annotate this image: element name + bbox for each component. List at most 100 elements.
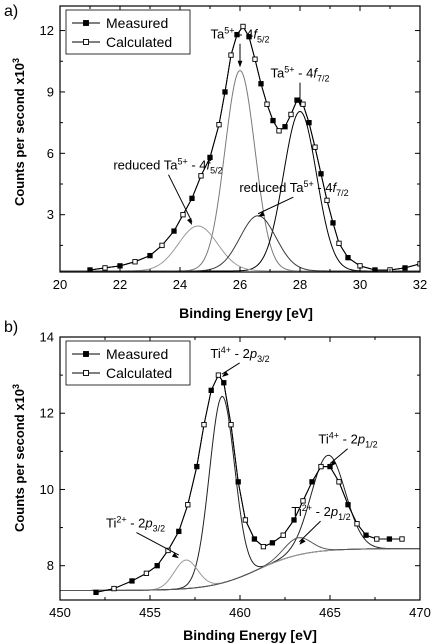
panel-a-plot: 20 22 24 26 28 30 32 3 6 9 12 Measured Calculated Ta5… xyxy=(40,5,427,292)
panel-a-measured-point xyxy=(306,119,312,126)
panel-b-annotation-arrowhead xyxy=(330,460,337,467)
panel-b-calculated-point xyxy=(111,585,117,592)
panel-a-annotation-arrowhead xyxy=(258,211,265,217)
panel-a: a) 20 22 24 26 28 30 32 3 6 9 12 Measured Calculated… xyxy=(4,3,427,321)
panel-b-calculated-point xyxy=(260,543,267,550)
panel-b-y-tick-label: 8 xyxy=(47,558,54,573)
panel-a-legend-marker xyxy=(83,20,89,26)
svg-text:reduced Ta5+ - 4f5/2: reduced Ta5+ - 4f5/2 xyxy=(113,157,222,176)
panel-b-y-tick-label: 12 xyxy=(40,406,54,421)
panel-b-annotation-arrow xyxy=(221,362,240,375)
panel-b-peak-annotation: Ti2+ - 2p1/2 xyxy=(291,503,351,545)
panel-a-calculated-point xyxy=(159,242,165,249)
svg-text:Ta5+ - 4f5/2: Ta5+ - 4f5/2 xyxy=(211,26,270,45)
panel-b-calculated-point xyxy=(354,521,360,527)
panel-a-calculated-point xyxy=(288,111,294,118)
panel-b-peak-annotation: Ti2+ - 2p3/2 xyxy=(106,515,180,559)
panel-b-annotation-arrowhead xyxy=(299,538,306,545)
panel-a-peak-annotation: reduced Ta5+ - 4f7/2 xyxy=(239,179,349,217)
panel-a-legend-box xyxy=(65,9,191,55)
panel-b-y-tick-label: 14 xyxy=(40,330,54,345)
svg-text:Ti2+ - 2p3/2: Ti2+ - 2p3/2 xyxy=(106,515,165,534)
panel-b-calculated-point xyxy=(318,463,324,470)
panel-b-label: b) xyxy=(4,319,18,336)
panel-b-legend: Measured Calculated xyxy=(65,340,191,386)
panel-a-measured-point xyxy=(246,34,252,40)
panel-b-x-tick-label: 460 xyxy=(229,605,251,620)
panel-a-xlabel: Binding Energy [eV] xyxy=(179,305,313,321)
panel-b-measured-point xyxy=(93,589,99,596)
panel-b-xlabel: Binding Energy [eV] xyxy=(183,627,317,643)
panel-b-plot-area xyxy=(60,372,420,596)
panel-b-background-curve xyxy=(60,548,420,591)
panel-b-calculated-point xyxy=(374,536,380,542)
panel-b-y-tick-label: 10 xyxy=(40,482,54,497)
panel-b-ylabel-sup: 3 xyxy=(11,384,21,389)
panel-a-measured-point xyxy=(147,252,153,259)
panel-a-fit-component-4 xyxy=(60,215,420,272)
panel-b-measured-point xyxy=(221,380,227,386)
panel-b-measured-point xyxy=(194,463,200,470)
panel-a-annotation-arrow xyxy=(257,196,294,215)
panel-b-calculated-point xyxy=(300,498,306,504)
panel-b-measured-point xyxy=(176,528,182,535)
panel-b-x-tick-label: 465 xyxy=(319,605,341,620)
panel-a-measured-point xyxy=(207,154,213,161)
panel-a-calculated-point xyxy=(216,122,222,128)
panel-a-measured-point xyxy=(234,31,240,38)
panel-b-measured-point xyxy=(386,536,393,542)
panel-a-x-tick-label: 30 xyxy=(353,277,367,292)
panel-a-calculated-point xyxy=(300,101,306,107)
panel-b-calculated-point xyxy=(215,372,222,378)
panel-a-y-tick-label: 9 xyxy=(47,84,54,99)
panel-a-calculated-point xyxy=(132,259,138,265)
panel-a-annotation-arrowhead xyxy=(297,99,303,107)
panel-a-measured-point xyxy=(345,255,351,261)
panel-a-y-tick-label: 3 xyxy=(47,207,54,222)
panel-a-annotation-arrowhead xyxy=(237,60,243,68)
panel-b-fit-component-4 xyxy=(60,537,420,591)
panel-b-plot: 450 455 460 465 470 8 10 12 14 Measured Calculated… xyxy=(40,330,431,621)
svg-text:Ti4+ - 2p3/2: Ti4+ - 2p3/2 xyxy=(210,345,269,364)
panel-a-measured-point xyxy=(318,171,324,177)
panel-a-series-calculated-line xyxy=(89,25,420,271)
panel-a-peak-annotation: Ta5+ - 4f5/2 xyxy=(211,26,270,68)
panel-a-annotation-arrowhead xyxy=(186,217,192,225)
panel-b-legend-marker xyxy=(83,351,89,357)
panel-a-calculated-point xyxy=(264,101,270,107)
panel-a-legend-label: Measured xyxy=(106,15,168,31)
panel-b-annotation-arrow xyxy=(299,520,321,543)
panel-a-measured-point xyxy=(171,228,177,234)
panel-b-ylabel-main: Counts per second x10 xyxy=(12,389,27,532)
panel-b-legend-box xyxy=(65,340,191,386)
panel-b-calculated-point xyxy=(399,536,405,542)
panel-b-x-tick-label: 470 xyxy=(409,605,431,620)
svg-text:reduced Ta5+ - 4f7/2: reduced Ta5+ - 4f7/2 xyxy=(239,179,348,198)
panel-b-calculated-point xyxy=(336,479,342,485)
panel-a-calculated-point xyxy=(312,144,318,150)
panel-a-calculated-point xyxy=(198,173,204,179)
panel-a-calculated-point xyxy=(102,265,108,271)
panel-b-measured-point xyxy=(269,540,276,546)
panel-a-legend: Measured Calculated xyxy=(65,9,191,55)
panel-b-peak-annotation: Ti4+ - 2p1/2 xyxy=(318,431,378,467)
panel-a-calculated-point xyxy=(252,56,258,62)
panel-b-measured-point xyxy=(235,479,241,485)
panel-a-measured-point xyxy=(372,267,378,272)
panel-a-measured-point xyxy=(189,195,195,201)
panel-b-annotation-arrowhead xyxy=(222,371,229,378)
panel-b-series-calculated-line xyxy=(95,374,402,593)
svg-text:Ta5+ - 4f7/2: Ta5+ - 4f7/2 xyxy=(271,65,330,84)
panel-a-calculated-point xyxy=(240,23,246,30)
panel-a-fit-component-3 xyxy=(60,225,420,272)
panel-a-x-tick-label: 20 xyxy=(53,277,67,292)
panel-b-fit-component-3 xyxy=(60,548,420,591)
panel-a-calculated-point xyxy=(336,240,342,247)
panel-b-calculated-point xyxy=(228,422,234,428)
panel-b-calculated-point xyxy=(143,570,150,576)
panel-a-calculated-point xyxy=(228,52,234,58)
panel-b-measured-point xyxy=(208,387,214,394)
panel-b-measured-point xyxy=(129,578,135,584)
panel-a-x-tick-label: 32 xyxy=(413,277,427,292)
panel-a-label: a) xyxy=(4,3,18,20)
